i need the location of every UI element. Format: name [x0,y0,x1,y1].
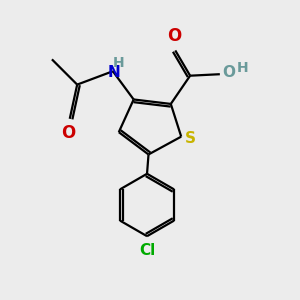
Text: H: H [112,56,124,70]
Text: O: O [222,65,235,80]
Text: O: O [61,124,75,142]
Text: N: N [108,65,121,80]
Text: S: S [185,130,196,146]
Text: O: O [167,27,181,45]
Text: H: H [237,61,249,75]
Text: Cl: Cl [139,243,155,258]
